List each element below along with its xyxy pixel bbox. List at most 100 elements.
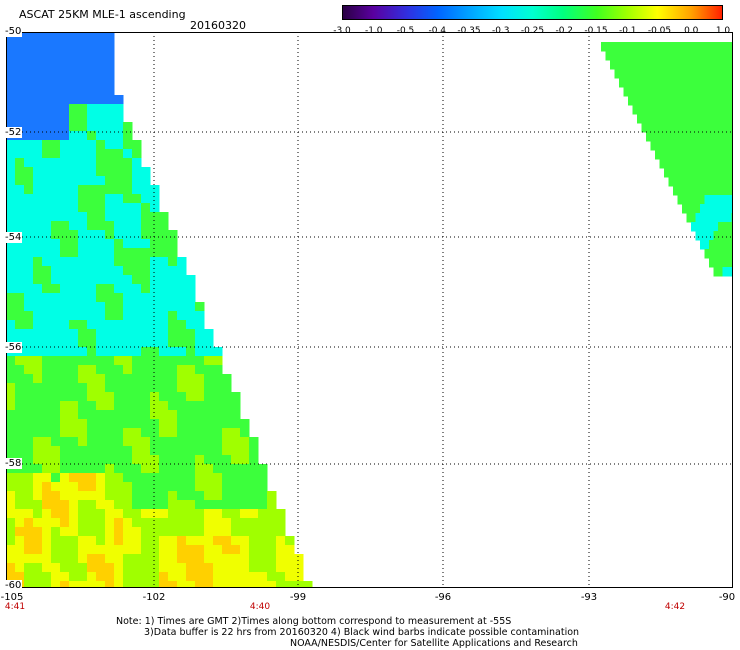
swath-pixel [718,42,728,52]
swath-pixel [159,491,169,501]
swath-pixel [87,86,97,96]
swath-pixel [695,213,705,223]
swath-pixel [686,105,696,115]
swath-pixel [704,195,714,205]
swath-pixel [114,293,124,303]
swath-pixel [673,78,683,88]
swath-pixel [78,194,88,204]
swath-pixel [123,518,133,528]
swath-pixel [105,428,115,438]
swath-pixel [641,123,651,133]
swath-pixel [33,239,43,249]
swath-pixel [123,455,133,465]
swath-pixel [704,159,714,169]
swath-pixel [114,140,124,150]
swath-pixel [114,329,124,339]
swath-pixel [267,572,277,582]
swath-pixel [150,347,160,357]
swath-pixel [87,545,97,555]
swath-pixel [33,518,43,528]
swath-pixel [222,482,232,492]
swath-pixel [168,401,178,411]
swath-pixel [204,356,214,366]
swath-pixel [700,240,710,250]
swath-pixel [69,446,79,456]
swath-pixel [204,455,214,465]
color-scale-tick: -0.5 [396,26,415,36]
swath-pixel [15,95,25,105]
swath-pixel [722,51,732,61]
swath-pixel [114,500,124,510]
swath-pixel [141,491,151,501]
swath-pixel [42,194,52,204]
swath-pixel [695,69,705,79]
swath-pixel [727,222,733,232]
swath-pixel [69,257,79,267]
swath-pixel [114,428,124,438]
swath-pixel [105,104,115,114]
swath-pixel [700,132,710,142]
swath-pixel [141,383,151,393]
swath-pixel [24,140,34,150]
swath-pixel [150,527,160,537]
swath-pixel [240,572,250,582]
swath-pixel [222,428,232,438]
swath-pixel [168,491,178,501]
swath-pixel [60,356,70,366]
swath-pixel [276,536,286,546]
swath-pixel [6,212,16,222]
swath-pixel [704,51,714,61]
swath-pixel [204,545,214,555]
swath-pixel [78,320,88,330]
swath-pixel [96,347,106,357]
swath-pixel [96,311,106,321]
swath-pixel [132,410,142,420]
swath-pixel [42,572,52,582]
swath-pixel [177,482,187,492]
swath-pixel [78,347,88,357]
swath-pixel [686,177,696,187]
swath-pixel [114,158,124,168]
swath-pixel [150,446,160,456]
swath-pixel [231,455,241,465]
swath-pixel [303,581,313,588]
swath-pixel [87,176,97,186]
swath-pixel [42,392,52,402]
swath-pixel [42,455,52,465]
swath-pixel [78,131,88,141]
swath-pixel [6,248,16,258]
swath-pixel [69,554,79,564]
swath-pixel [6,518,16,528]
swath-pixel [33,383,43,393]
swath-pixel [177,437,187,447]
swath-pixel [213,464,223,474]
swath-pixel [6,158,16,168]
swath-pixel [15,302,25,312]
swath-pixel [24,176,34,186]
swath-pixel [33,77,43,87]
swath-pixel [159,437,169,447]
swath-pixel [33,122,43,132]
swath-pixel [150,464,160,474]
swath-pixel [168,284,178,294]
swath-pixel [204,410,214,420]
swath-pixel [114,374,124,384]
swath-pixel [123,491,133,501]
swath-pixel [614,69,624,79]
swath-pixel [177,338,187,348]
swath-pixel [168,536,178,546]
swath-pixel [96,185,106,195]
swath-pixel [87,158,97,168]
swath-pixel [704,123,714,133]
swath-pixel [141,365,151,375]
swath-pixel [213,545,223,555]
map-date: 20160320 [190,19,246,32]
swath-pixel [159,527,169,537]
swath-pixel [42,428,52,438]
swath-pixel [87,239,97,249]
swath-pixel [69,428,79,438]
swath-pixel [159,401,169,411]
swath-pixel [15,356,25,366]
swath-pixel [222,419,232,429]
swath-pixel [285,563,295,573]
